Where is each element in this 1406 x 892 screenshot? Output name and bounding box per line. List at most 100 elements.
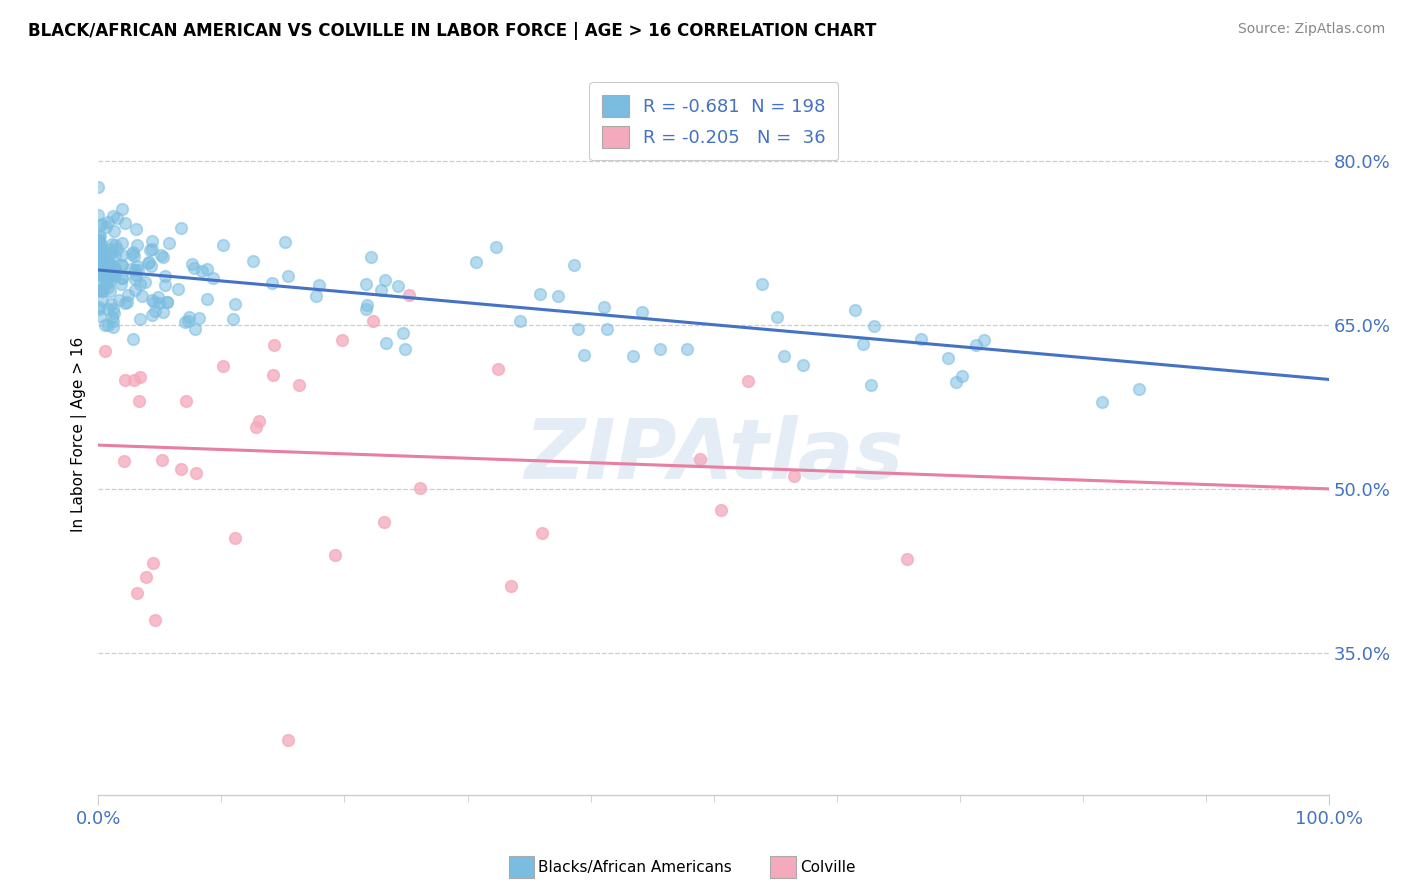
Point xyxy=(167,282,190,296)
Point xyxy=(103,248,125,262)
Point xyxy=(141,308,163,322)
Point xyxy=(125,268,148,282)
Point xyxy=(98,284,121,298)
Point xyxy=(97,214,120,228)
Point xyxy=(509,314,531,328)
Point xyxy=(90,284,112,298)
Point xyxy=(96,268,118,282)
Y-axis label: In Labor Force | Age > 16: In Labor Force | Age > 16 xyxy=(72,336,87,532)
Point xyxy=(91,258,114,272)
Point xyxy=(174,315,197,329)
Point xyxy=(87,260,110,274)
Point xyxy=(90,282,112,296)
Point xyxy=(150,453,173,467)
Point xyxy=(94,220,117,235)
Point xyxy=(117,288,139,302)
Point xyxy=(98,269,121,284)
Point xyxy=(181,256,204,270)
Point xyxy=(87,254,110,268)
Point xyxy=(120,262,142,277)
Point xyxy=(93,252,115,266)
Point xyxy=(134,275,156,289)
Point xyxy=(852,337,875,351)
Point xyxy=(90,236,112,251)
Point xyxy=(1091,394,1114,409)
Point xyxy=(212,359,235,374)
Point xyxy=(111,271,134,285)
Point xyxy=(108,293,131,307)
Point xyxy=(90,293,112,308)
Point xyxy=(87,260,110,275)
Point xyxy=(141,242,163,256)
Point xyxy=(464,254,486,268)
Point xyxy=(105,242,128,256)
Point xyxy=(96,265,118,279)
Point xyxy=(89,249,111,263)
Point xyxy=(87,247,110,261)
Point xyxy=(567,322,589,336)
Point xyxy=(262,368,284,382)
Point xyxy=(156,295,179,310)
Point xyxy=(89,249,111,263)
Point xyxy=(1128,383,1150,397)
Point xyxy=(148,290,170,304)
Point xyxy=(592,300,614,314)
Point xyxy=(529,287,551,301)
Point xyxy=(392,326,415,341)
Point xyxy=(103,305,125,319)
Point xyxy=(195,262,218,277)
Point xyxy=(90,249,112,263)
Point xyxy=(127,262,149,277)
Point xyxy=(114,216,136,230)
Point xyxy=(631,305,654,319)
Point xyxy=(87,235,110,249)
Text: Blacks/African Americans: Blacks/African Americans xyxy=(538,860,733,874)
Point xyxy=(288,378,311,392)
Point xyxy=(184,322,207,336)
Point xyxy=(174,394,197,409)
Point xyxy=(766,310,789,324)
Point xyxy=(374,273,396,287)
Point xyxy=(124,221,146,235)
Point xyxy=(675,343,697,357)
Point xyxy=(96,263,118,277)
Point xyxy=(115,294,138,309)
Point xyxy=(128,369,150,384)
Point xyxy=(111,258,134,272)
Point xyxy=(104,238,127,252)
Point xyxy=(104,267,127,281)
Point xyxy=(224,531,246,545)
Point xyxy=(97,254,120,268)
Point xyxy=(103,302,125,317)
Point xyxy=(242,254,264,268)
Point xyxy=(90,265,112,279)
Point xyxy=(141,293,163,307)
Point xyxy=(87,252,110,266)
Point xyxy=(110,258,132,272)
Point xyxy=(131,289,153,303)
Point xyxy=(89,310,111,324)
Point xyxy=(360,250,382,264)
Point xyxy=(222,312,245,326)
Point xyxy=(170,221,193,235)
Point xyxy=(129,277,152,292)
Point xyxy=(87,233,110,247)
Point xyxy=(183,261,205,276)
Point xyxy=(499,579,522,593)
Point xyxy=(122,249,145,263)
Point xyxy=(157,236,180,251)
Point xyxy=(94,277,117,291)
Point xyxy=(375,335,398,350)
Point xyxy=(485,239,508,253)
Point xyxy=(354,277,377,292)
Point xyxy=(100,243,122,257)
Point xyxy=(212,237,235,252)
Point xyxy=(128,394,150,409)
Point xyxy=(263,338,285,352)
Point xyxy=(136,256,159,270)
Point xyxy=(101,259,124,273)
Point xyxy=(97,247,120,261)
Point xyxy=(142,557,165,571)
Point xyxy=(792,358,814,372)
Point xyxy=(247,414,270,428)
